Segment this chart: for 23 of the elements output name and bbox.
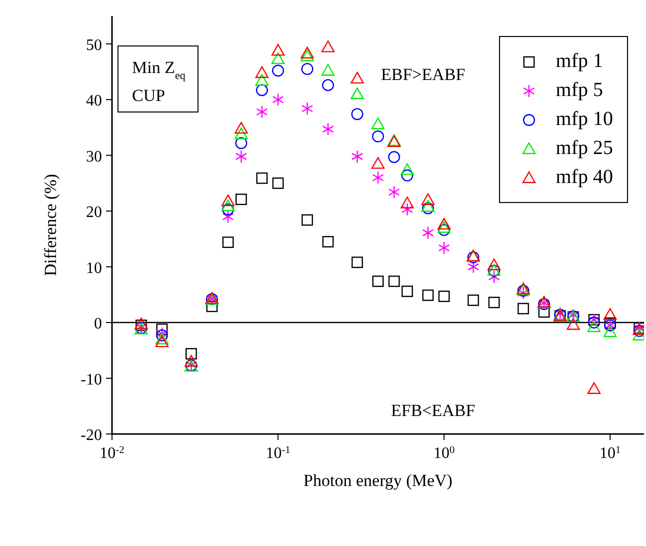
x-tick-label: 10$^{-1}$ [266, 444, 290, 462]
annotation: EBF>EABF [381, 65, 466, 84]
annotation: Min Z$_{eq}$ [132, 58, 186, 82]
y-tick-label: 50 [86, 36, 102, 54]
x-tick-label: 10$^{-2}$ [100, 444, 124, 462]
y-axis-title: Difference (%) [41, 174, 60, 276]
annotation: EFB<EABF [391, 401, 476, 420]
y-tick-label: 40 [86, 92, 102, 110]
legend-label: mfp 5 [556, 79, 603, 102]
y-tick-label: -10 [80, 371, 102, 388]
x-axis-title: Photon energy (MeV) [304, 471, 452, 490]
y-tick-label: 30 [86, 148, 102, 166]
x-tick-label: 10$^{0}$ [433, 444, 455, 462]
y-tick-label: 20 [86, 204, 102, 222]
y-tick-label: 0 [94, 316, 102, 333]
y-tick-label: 10 [86, 260, 102, 277]
annotation: CUP [132, 86, 166, 105]
y-tick-label: -20 [80, 427, 102, 444]
legend-label: mfp 10 [556, 108, 613, 131]
legend-label: mfp 25 [556, 137, 613, 160]
x-tick-label: 10$^{1}$ [600, 444, 621, 462]
legend-label: mfp 40 [556, 166, 613, 189]
legend-label: mfp 1 [556, 50, 603, 73]
